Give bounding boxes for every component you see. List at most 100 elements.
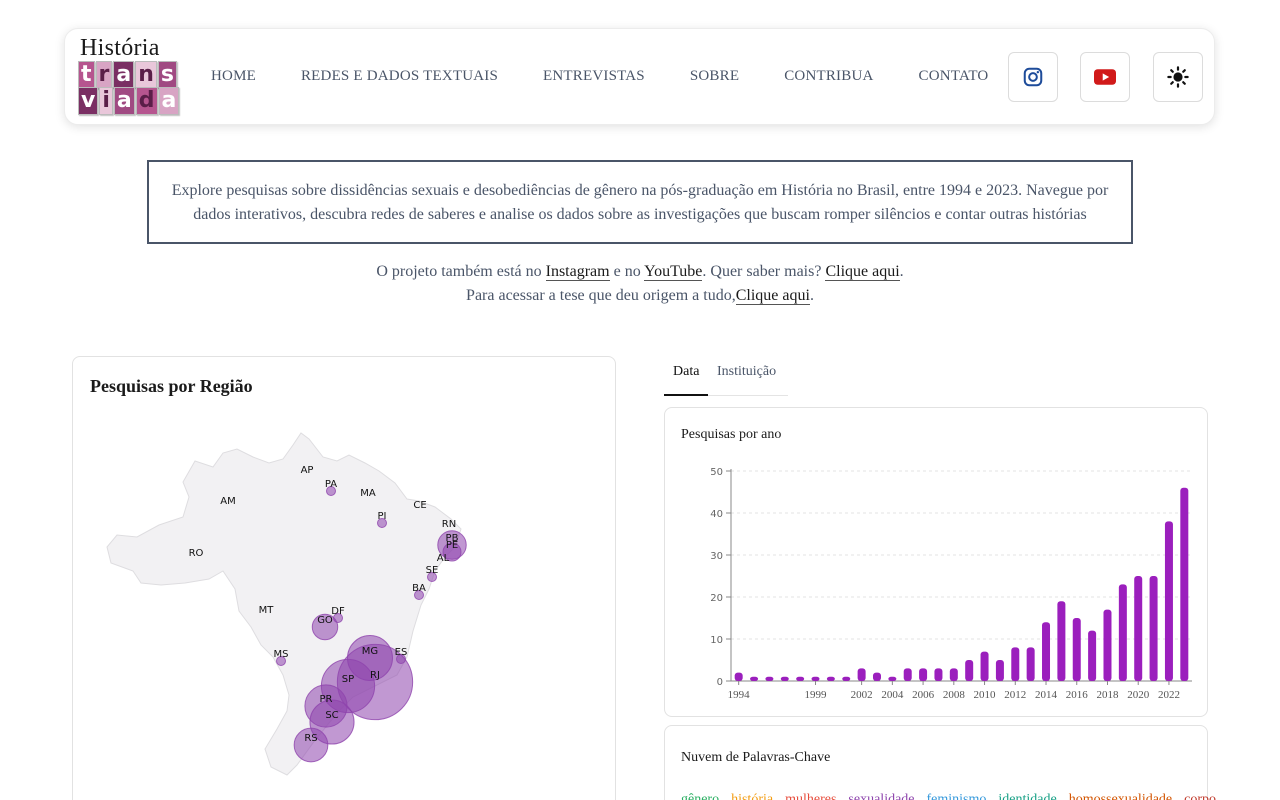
youtube-icon [1094, 69, 1116, 85]
nav-redes[interactable]: REDES E DADOS TEXTUAIS [300, 68, 499, 84]
bar-1998[interactable] [796, 676, 805, 681]
intro-text: Explore pesquisas sobre dissidências sex… [171, 182, 1109, 223]
y-tick-label: 40 [710, 509, 723, 520]
bar-2018[interactable] [1103, 609, 1112, 681]
bar-2009[interactable] [965, 660, 974, 681]
nav-sobre[interactable]: SOBRE [689, 68, 740, 84]
bar-2023[interactable] [1180, 487, 1189, 681]
state-bubble-rs[interactable] [293, 727, 329, 763]
state-bubble-se[interactable] [427, 572, 437, 582]
logo-letter: a [113, 61, 135, 89]
bar-2020[interactable] [1134, 576, 1143, 681]
cloud-word[interactable]: homossexualidade [1068, 792, 1173, 800]
x-tick-label: 2014 [1035, 689, 1058, 701]
state-label-ma: MA [360, 488, 376, 499]
links-text: e no [609, 263, 645, 280]
nav-contato[interactable]: CONTATO [918, 68, 989, 84]
tab-data[interactable]: Data [673, 364, 700, 379]
bar-1999[interactable] [811, 676, 820, 681]
state-label-sp: SP [342, 674, 354, 685]
bar-2022[interactable] [1164, 521, 1173, 681]
state-bubble-ba[interactable] [414, 590, 424, 600]
state-bubble-pe[interactable] [442, 542, 462, 562]
bar-1995[interactable] [750, 676, 759, 681]
y-tick-label: 20 [710, 593, 723, 604]
x-tick-label: 2004 [881, 689, 904, 701]
bar-2002[interactable] [857, 668, 866, 681]
bar-2012[interactable] [1011, 647, 1020, 681]
bar-2001[interactable] [842, 676, 851, 681]
tab-instituicao[interactable]: Instituição [717, 364, 777, 379]
links-line-2: Para acessar a tese que deu origem a tud… [0, 284, 1280, 308]
state-bubble-go[interactable] [311, 613, 339, 641]
bar-2013[interactable] [1026, 647, 1035, 681]
youtube-button[interactable] [1080, 52, 1130, 102]
more-info-link[interactable]: Clique aqui [825, 263, 900, 281]
bar-2014[interactable] [1042, 622, 1051, 681]
region-map-card: Pesquisas por Região AP PA MA AM CE RN PI PB PE A… [72, 356, 616, 800]
bar-2008[interactable] [949, 668, 958, 681]
bar-2003[interactable] [872, 672, 881, 681]
state-bubble-ms[interactable] [276, 656, 286, 666]
logo-letter: n [135, 61, 157, 89]
logo-letter: d [135, 87, 158, 115]
state-label-go: GO [317, 615, 333, 626]
x-tick-label: 2018 [1096, 689, 1119, 701]
thesis-link[interactable]: Clique aqui [735, 287, 810, 305]
x-tick-label: 1994 [728, 689, 751, 701]
theme-toggle-button[interactable] [1153, 52, 1203, 102]
cloud-word[interactable]: história [731, 792, 774, 800]
bar-2007[interactable] [934, 668, 943, 681]
bar-2006[interactable] [919, 668, 928, 681]
bar-1996[interactable] [765, 676, 774, 681]
bar-2005[interactable] [903, 668, 912, 681]
instagram-button[interactable] [1008, 52, 1058, 102]
main-nav: HOME REDES E DADOS TEXTUAIS ENTREVISTAS SOB… [211, 68, 1033, 85]
cloud-word[interactable]: corpo [1184, 792, 1217, 800]
intro-box: Explore pesquisas sobre dissidências sex… [147, 160, 1133, 244]
links-text: . Quer saber mais? [702, 263, 826, 280]
bar-2004[interactable] [888, 676, 897, 681]
bar-2000[interactable] [826, 676, 835, 681]
cloud-word[interactable]: identidade [998, 792, 1057, 800]
x-tick-label: 2010 [974, 689, 997, 701]
map-title: Pesquisas por Região [90, 376, 253, 396]
nav-entrevistas[interactable]: ENTREVISTAS [543, 68, 645, 84]
bar-2010[interactable] [980, 651, 989, 681]
youtube-link[interactable]: YouTube [644, 263, 703, 281]
cloud-word[interactable]: feminismo [926, 792, 987, 800]
bar-2015[interactable] [1057, 601, 1066, 681]
cloud-word[interactable]: mulheres [785, 792, 837, 800]
logo-title: História [80, 35, 160, 61]
y-tick-label: 50 [710, 467, 723, 478]
state-bubble-pi[interactable] [377, 518, 387, 528]
logo-letter: t [78, 61, 95, 89]
state-label-rj: RJ [370, 670, 380, 681]
state-label-mt: MT [259, 605, 275, 616]
nav-home[interactable]: HOME [211, 68, 256, 84]
bar-2021[interactable] [1149, 576, 1158, 681]
nav-contribua[interactable]: CONTRIBUA [784, 68, 874, 84]
bar-2019[interactable] [1118, 584, 1127, 681]
cloud-word[interactable]: sexualidade [848, 792, 915, 800]
x-tick-label: 2020 [1127, 689, 1150, 701]
state-bubble-pa[interactable] [326, 486, 336, 496]
bar-1994[interactable] [734, 672, 743, 681]
bar-2017[interactable] [1088, 630, 1097, 681]
year-chart-card: Pesquisas por ano 0 10 20 30 40 50 1994 1999 200… [664, 407, 1208, 717]
x-tick-label: 2008 [943, 689, 966, 701]
cloud-word[interactable]: gênero [681, 792, 720, 800]
state-label-ms: MS [274, 649, 289, 660]
state-bubble-rj[interactable] [336, 643, 414, 721]
bar-2016[interactable] [1072, 618, 1081, 681]
bar-chart[interactable]: 0 10 20 30 40 50 1994 1999 2002 2004 2006 2008 2010 2… [665, 408, 1209, 718]
bar-1997[interactable] [780, 676, 789, 681]
instagram-link[interactable]: Instagram [545, 263, 610, 281]
bar-2011[interactable] [995, 660, 1004, 681]
state-label-sc: SC [325, 710, 338, 721]
logo-letter: s [157, 61, 178, 89]
